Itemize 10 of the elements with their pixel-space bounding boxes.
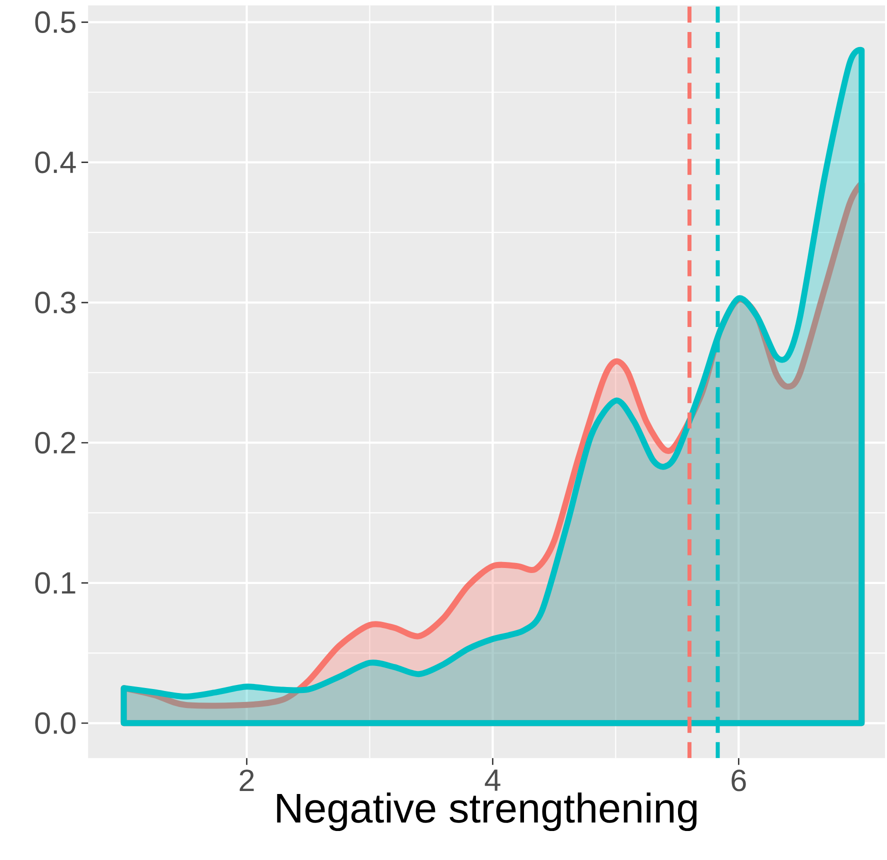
- x-tick-label: 6: [732, 769, 746, 792]
- y-tick-label: 0.2: [35, 432, 76, 454]
- y-tick-label: 0.0: [35, 712, 76, 734]
- y-tick-label: 0.4: [35, 151, 76, 174]
- y-tick-label: 0.3: [35, 292, 76, 314]
- y-tick-label: 0.1: [35, 572, 76, 594]
- y-tick-label: 0.5: [35, 11, 76, 33]
- x-tick-label: 4: [484, 769, 500, 791]
- x-axis-title: Negative strengthening: [277, 792, 697, 831]
- x-tick-label: 2: [240, 769, 254, 791]
